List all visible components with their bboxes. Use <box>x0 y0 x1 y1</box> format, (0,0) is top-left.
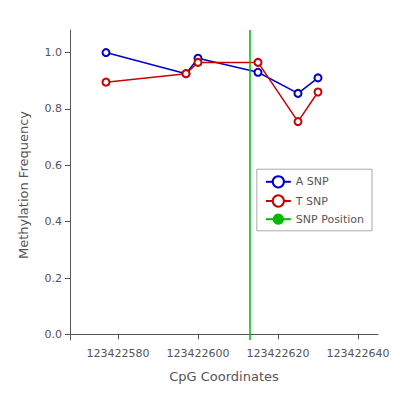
svg-text:123422620: 123422620 <box>247 347 310 360</box>
svg-text:123422580: 123422580 <box>87 347 150 360</box>
svg-text:0.2: 0.2 <box>45 272 63 285</box>
svg-text:0.4: 0.4 <box>45 215 63 228</box>
svg-text:T SNP: T SNP <box>295 195 328 208</box>
svg-text:123422600: 123422600 <box>167 347 230 360</box>
svg-text:A SNP: A SNP <box>296 175 329 188</box>
svg-text:Methylation Frequency: Methylation Frequency <box>16 111 31 259</box>
svg-text:123422640: 123422640 <box>327 347 390 360</box>
svg-text:0.6: 0.6 <box>45 159 63 172</box>
svg-text:0.8: 0.8 <box>45 102 63 115</box>
svg-text:CpG Coordinates: CpG Coordinates <box>169 369 279 384</box>
svg-text:SNP Position: SNP Position <box>296 213 364 226</box>
svg-text:1.0: 1.0 <box>45 46 63 59</box>
svg-text:0.0: 0.0 <box>45 328 63 341</box>
